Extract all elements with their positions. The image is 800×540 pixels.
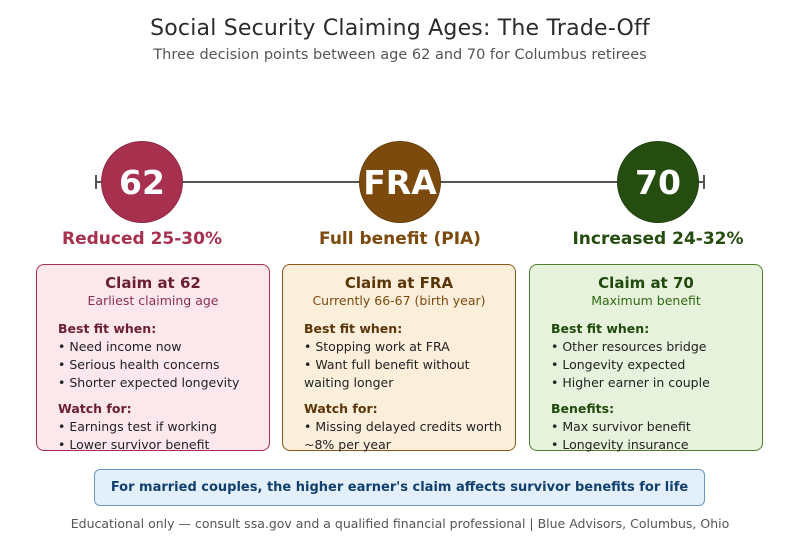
card-subtitle: Currently 66-67 (birth year)	[312, 293, 486, 308]
list-item: • Serious health concerns	[58, 357, 220, 372]
section-heading: Best fit when:	[304, 321, 403, 336]
list-item: • Missing delayed credits worth ~8% per …	[304, 419, 502, 452]
card-body: Best fit when: • Need income now • Serio…	[58, 320, 261, 454]
footer-disclaimer: Educational only — consult ssa.gov and a…	[70, 516, 730, 531]
node-label: 70	[635, 162, 681, 202]
callout-text: For married couples, the higher earner's…	[110, 480, 689, 495]
card-claim-70: Claim at 70 Maximum benefit Best fit whe…	[529, 264, 763, 454]
list-item: • Stopping work at FRA	[304, 339, 450, 354]
effect-label-70: Increased 24-32%	[572, 229, 744, 249]
list-item: • Want full benefit without waiting long…	[304, 357, 470, 390]
list-item: • Higher earner in couple	[551, 375, 710, 390]
page-title: Social Security Claiming Ages: The Trade…	[150, 16, 650, 41]
card-claim-fra: Claim at FRA Currently 66-67 (birth year…	[282, 264, 516, 454]
timeline-start-tick	[95, 175, 97, 189]
list-item: • Lower survivor benefit	[58, 437, 210, 452]
list-item: • Need income now	[58, 339, 182, 354]
list-item: • Other resources bridge	[551, 339, 707, 354]
effect-label-fra: Full benefit (PIA)	[319, 229, 481, 249]
list-item: • Earnings test if working	[58, 419, 217, 434]
card-claim-62: Claim at 62 Earliest claiming age Best f…	[36, 264, 270, 454]
node-label: FRA	[363, 162, 437, 202]
section-heading: Best fit when:	[58, 321, 157, 336]
node-label: 62	[119, 162, 165, 202]
card-subtitle: Maximum benefit	[591, 293, 701, 308]
list-item: • Longevity expected	[551, 357, 686, 372]
section-heading: Watch for:	[58, 401, 132, 416]
callout-banner: For married couples, the higher earner's…	[94, 469, 705, 506]
card-body: Best fit when: • Other resources bridge …	[551, 320, 754, 454]
card-title: Claim at 62	[105, 274, 201, 292]
section-heading: Watch for:	[304, 401, 378, 416]
card-body: Best fit when: • Stopping work at FRA • …	[304, 320, 507, 454]
page-subtitle: Three decision points between age 62 and…	[153, 47, 647, 63]
node-age-62: 62	[101, 141, 183, 223]
section-heading: Benefits:	[551, 401, 615, 416]
node-fra: FRA	[359, 141, 441, 223]
card-title: Claim at FRA	[344, 274, 454, 292]
section-heading: Best fit when:	[551, 321, 650, 336]
node-age-70: 70	[617, 141, 699, 223]
list-item: • Longevity insurance	[551, 437, 689, 452]
list-item: • Shorter expected longevity	[58, 375, 240, 390]
list-item: • Max survivor benefit	[551, 419, 691, 434]
card-title: Claim at 70	[598, 274, 694, 292]
card-subtitle: Earliest claiming age	[87, 293, 219, 308]
effect-label-62: Reduced 25-30%	[62, 229, 222, 249]
timeline-end-tick	[703, 175, 705, 189]
